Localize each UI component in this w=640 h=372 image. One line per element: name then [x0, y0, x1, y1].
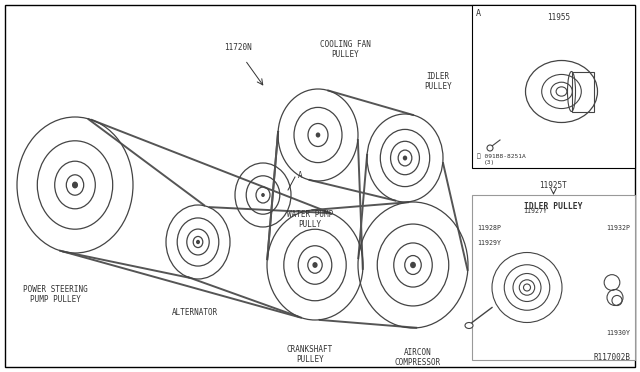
Text: COOLING FAN
PULLEY: COOLING FAN PULLEY	[319, 40, 371, 60]
Text: R117002B: R117002B	[593, 353, 630, 362]
Text: 11928P: 11928P	[477, 225, 501, 231]
Ellipse shape	[465, 323, 473, 328]
Text: 11720N: 11720N	[224, 43, 252, 52]
Bar	[572, 71, 593, 112]
Text: 11955: 11955	[547, 13, 570, 22]
Text: 11925T: 11925T	[540, 182, 568, 190]
Text: (3): (3)	[484, 160, 495, 165]
Ellipse shape	[262, 194, 264, 196]
Text: 11932P: 11932P	[606, 225, 630, 231]
Ellipse shape	[316, 133, 319, 137]
Text: 11930Y: 11930Y	[606, 330, 630, 336]
Ellipse shape	[403, 156, 406, 160]
Text: A: A	[476, 9, 481, 18]
Text: AIRCON
COMPRESSOR: AIRCON COMPRESSOR	[395, 348, 441, 368]
Ellipse shape	[196, 241, 199, 244]
Ellipse shape	[313, 263, 317, 267]
Ellipse shape	[411, 263, 415, 267]
Text: 11927Y: 11927Y	[523, 208, 547, 214]
Circle shape	[487, 145, 493, 151]
Text: POWER STEERING
PUMP PULLEY: POWER STEERING PUMP PULLEY	[22, 285, 88, 304]
Bar	[472, 195, 635, 360]
Ellipse shape	[73, 182, 77, 188]
Text: 11929Y: 11929Y	[477, 240, 501, 246]
Bar	[472, 5, 635, 168]
Text: Ⓑ 091B8-8251A: Ⓑ 091B8-8251A	[477, 153, 525, 158]
Text: IDLER
PULLEY: IDLER PULLEY	[424, 72, 452, 92]
Text: A: A	[298, 170, 303, 180]
Text: CRANKSHAFT
PULLEY: CRANKSHAFT PULLEY	[287, 345, 333, 365]
Text: WATER PUMP
PULLY: WATER PUMP PULLY	[287, 210, 333, 230]
Text: ALTERNATOR: ALTERNATOR	[172, 308, 218, 317]
Text: IDLER PULLEY: IDLER PULLEY	[524, 202, 583, 211]
